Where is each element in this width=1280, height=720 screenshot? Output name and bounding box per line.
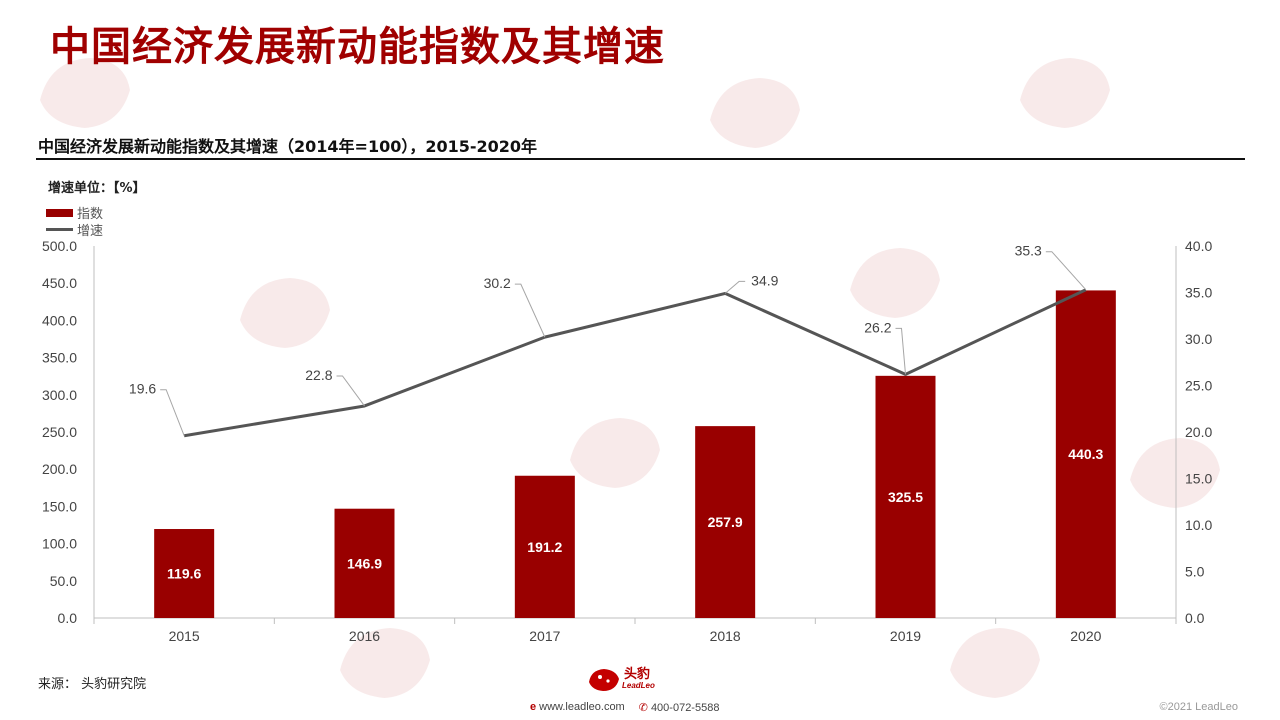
web-icon: e — [530, 701, 537, 713]
unit-note: 增速单位：【%】 — [48, 181, 146, 196]
y-left-tick-label: 100.0 — [42, 536, 77, 552]
y-left-tick-label: 300.0 — [42, 387, 77, 403]
bar-data-label: 146.9 — [347, 555, 382, 571]
bar-data-label: 191.2 — [527, 539, 562, 555]
y-right-tick-label: 35.0 — [1185, 285, 1212, 301]
x-tick-label: 2017 — [529, 628, 560, 644]
bar — [514, 475, 575, 618]
y-left-tick-label: 400.0 — [42, 312, 77, 328]
legend-swatch-bar — [46, 208, 73, 217]
legend-swatch-line — [46, 228, 73, 231]
bar — [695, 426, 756, 618]
growth-line — [183, 288, 1087, 438]
chart-legend: 指数 增速 — [46, 204, 104, 239]
title-divider — [36, 158, 1245, 160]
line-data-label: 19.6 — [129, 381, 156, 397]
y-left-tick-label: 150.0 — [42, 498, 77, 514]
source-note: 来源： 头豹研究院 — [38, 677, 147, 692]
legend-label-bar: 指数 — [77, 207, 104, 222]
line-data-label: 34.9 — [751, 272, 778, 288]
leader-line — [724, 280, 746, 294]
y-left-tick-label: 250.0 — [42, 424, 77, 440]
leopard-logo-icon — [589, 669, 619, 691]
y-left-tick-label: 450.0 — [42, 275, 77, 291]
footer-brand-en: LeadLeo — [622, 681, 655, 690]
footer-contacts: e www.leadleo.com ✆ 400-072-5588 — [530, 701, 719, 714]
leader-line — [895, 327, 906, 375]
bar — [875, 375, 936, 618]
y-right-tick-label: 40.0 — [1185, 238, 1212, 254]
line-data-label: 26.2 — [864, 319, 891, 335]
bar — [334, 508, 395, 618]
line-data-label: 22.8 — [305, 367, 332, 383]
leader-line — [160, 389, 185, 436]
y-right-tick-label: 15.0 — [1185, 471, 1212, 487]
leader-line — [1045, 251, 1087, 291]
footer-logo: 头豹 LeadLeo — [586, 664, 655, 694]
copyright: ©2021 LeadLeo — [1159, 701, 1238, 713]
bar — [154, 529, 215, 618]
bar-data-label: 257.9 — [708, 514, 743, 530]
page-title: 中国经济发展新动能指数及其增速 — [50, 24, 665, 70]
y-right-tick-label: 20.0 — [1185, 424, 1212, 440]
footer-brand-cn: 头豹 — [624, 667, 651, 682]
legend-item-bar: 指数 — [46, 204, 104, 222]
footer-website[interactable]: e www.leadleo.com — [530, 701, 625, 714]
y-right-tick-label: 5.0 — [1185, 564, 1205, 580]
y-left-tick-label: 0.0 — [58, 610, 78, 626]
x-tick-label: 2020 — [1070, 628, 1101, 644]
legend-item-line: 增速 — [46, 221, 104, 239]
footer-website-text: www.leadleo.com — [539, 701, 625, 713]
footer-phone-text: 400-072-5588 — [650, 702, 720, 714]
phone-icon: ✆ — [638, 702, 648, 714]
footer-phone: ✆ 400-072-5588 — [639, 701, 720, 714]
legend-label-line: 增速 — [77, 224, 104, 239]
bar-data-label: 325.5 — [888, 489, 923, 505]
bar-data-label: 119.6 — [167, 566, 201, 582]
leader-line — [336, 375, 365, 407]
bar-data-label: 440.3 — [1068, 446, 1103, 462]
leader-line — [514, 283, 546, 338]
line-data-label: 35.3 — [1015, 243, 1042, 259]
x-tick-label: 2016 — [349, 628, 380, 644]
x-tick-label: 2015 — [169, 628, 200, 644]
y-right-tick-label: 10.0 — [1185, 517, 1212, 533]
y-left-tick-label: 350.0 — [42, 350, 77, 366]
y-right-tick-label: 30.0 — [1185, 331, 1212, 347]
x-tick-label: 2019 — [890, 628, 921, 644]
x-tick-label: 2018 — [710, 628, 741, 644]
y-right-tick-label: 0.0 — [1185, 610, 1205, 626]
chart-title: 中国经济发展新动能指数及其增速（2014年=100），2015-2020年 — [38, 137, 538, 156]
y-left-tick-label: 200.0 — [42, 461, 77, 477]
y-right-tick-label: 25.0 — [1185, 378, 1212, 394]
bar — [1055, 290, 1116, 618]
line-data-label: 30.2 — [484, 275, 511, 291]
y-left-tick-label: 500.0 — [42, 238, 77, 254]
y-left-tick-label: 50.0 — [50, 573, 77, 589]
